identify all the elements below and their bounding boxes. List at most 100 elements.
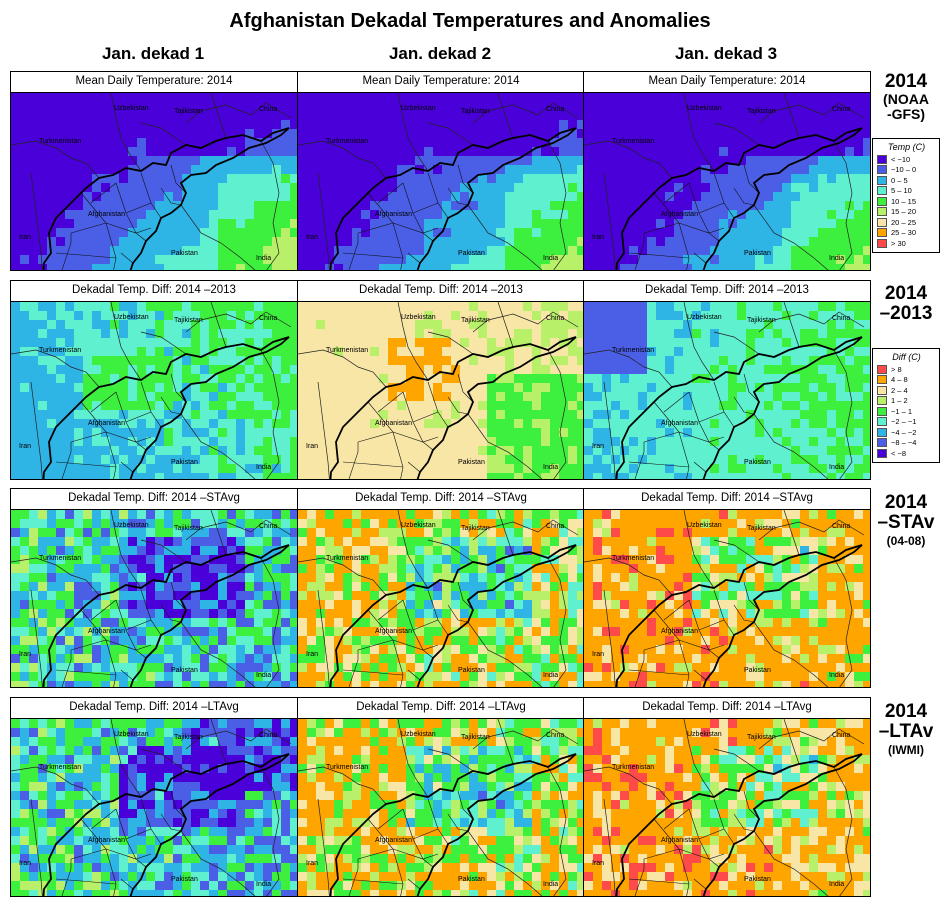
- raster-cell: [307, 546, 316, 555]
- raster-cell: [656, 419, 665, 428]
- raster-cell: [29, 528, 38, 537]
- raster-cell: [110, 672, 119, 681]
- raster-cell: [379, 302, 388, 311]
- country-border: [140, 331, 187, 355]
- raster-cell: [236, 636, 245, 645]
- raster-cell: [415, 401, 424, 410]
- raster-cell: [110, 419, 119, 428]
- raster-cell: [110, 510, 119, 519]
- raster-cell: [254, 264, 263, 270]
- raster-cell: [478, 165, 487, 174]
- raster-cell: [701, 210, 710, 219]
- raster-cell: [809, 428, 818, 437]
- raster-cell: [74, 446, 83, 455]
- raster-cell: [541, 455, 550, 464]
- raster-cell: [424, 510, 433, 519]
- raster-cell: [836, 165, 845, 174]
- raster-cell: [647, 93, 656, 102]
- map-label: Turkmenistan: [39, 347, 81, 354]
- raster-cell: [325, 129, 334, 138]
- raster-cell: [56, 320, 65, 329]
- raster-cell: [370, 219, 379, 228]
- raster-cell: [218, 255, 227, 264]
- raster-cell: [532, 473, 541, 479]
- raster-cell: [701, 383, 710, 392]
- raster-cell: [523, 165, 532, 174]
- raster-cell: [863, 347, 870, 356]
- raster-cell: [487, 401, 496, 410]
- country-border: [472, 311, 579, 333]
- raster-cell: [683, 228, 692, 237]
- raster-cell: [854, 410, 863, 419]
- raster-cell: [119, 93, 128, 102]
- raster-cell: [191, 401, 200, 410]
- raster-cell: [629, 183, 638, 192]
- raster-cell: [388, 473, 397, 479]
- raster-cell: [83, 192, 92, 201]
- raster-cell: [379, 573, 388, 582]
- raster-cell: [638, 165, 647, 174]
- province-boundary: [61, 650, 72, 687]
- raster-cell: [263, 455, 272, 464]
- raster-cell: [352, 237, 361, 246]
- raster-cell: [11, 183, 20, 192]
- raster-cell: [415, 546, 424, 555]
- raster-cell: [451, 219, 460, 228]
- raster-cell: [620, 210, 629, 219]
- raster-cell: [298, 219, 307, 228]
- raster-cell: [584, 320, 593, 329]
- raster-cell: [629, 455, 638, 464]
- raster-cell: [281, 228, 290, 237]
- raster-cell: [487, 147, 496, 156]
- raster-cell: [146, 627, 155, 636]
- raster-cell: [764, 464, 773, 473]
- raster-cell: [593, 464, 602, 473]
- raster-cell: [584, 165, 593, 174]
- raster-cell: [692, 183, 701, 192]
- raster-cell: [442, 437, 451, 446]
- raster-cell: [218, 392, 227, 401]
- raster-cell: [74, 302, 83, 311]
- raster-cell: [155, 302, 164, 311]
- raster-cell: [602, 138, 611, 147]
- raster-cell: [656, 347, 665, 356]
- raster-cell: [74, 210, 83, 219]
- raster-cell: [74, 528, 83, 537]
- raster-cell: [845, 138, 854, 147]
- raster-cell: [719, 320, 728, 329]
- raster-cell: [361, 455, 370, 464]
- raster-cell: [737, 320, 746, 329]
- raster-cell: [620, 329, 629, 338]
- raster-cell: [343, 156, 352, 165]
- raster-cell: [782, 329, 791, 338]
- raster-cell: [424, 464, 433, 473]
- raster-cell: [47, 129, 56, 138]
- raster-cell: [316, 347, 325, 356]
- raster-cell: [191, 428, 200, 437]
- raster-cell: [164, 120, 173, 129]
- raster-cell: [281, 302, 290, 311]
- raster-cell: [92, 228, 101, 237]
- raster-cell: [397, 329, 406, 338]
- raster-cell: [737, 228, 746, 237]
- raster-cell: [56, 546, 65, 555]
- raster-cell: [164, 428, 173, 437]
- raster-cell: [737, 129, 746, 138]
- raster-cell: [281, 156, 290, 165]
- raster-cell: [307, 264, 316, 270]
- raster-cell: [263, 510, 272, 519]
- raster-cell: [245, 627, 254, 636]
- raster-cell: [334, 347, 343, 356]
- raster-cell: [155, 528, 164, 537]
- raster-cell: [47, 201, 56, 210]
- raster-cell: [629, 320, 638, 329]
- raster-cell: [469, 183, 478, 192]
- province-boundary: [342, 252, 404, 259]
- raster-cell: [227, 564, 236, 573]
- raster-cell: [352, 264, 361, 270]
- raster-cell: [782, 302, 791, 311]
- raster-cell: [11, 383, 20, 392]
- raster-cell: [773, 464, 782, 473]
- raster-cell: [523, 111, 532, 120]
- raster-cell: [137, 528, 146, 537]
